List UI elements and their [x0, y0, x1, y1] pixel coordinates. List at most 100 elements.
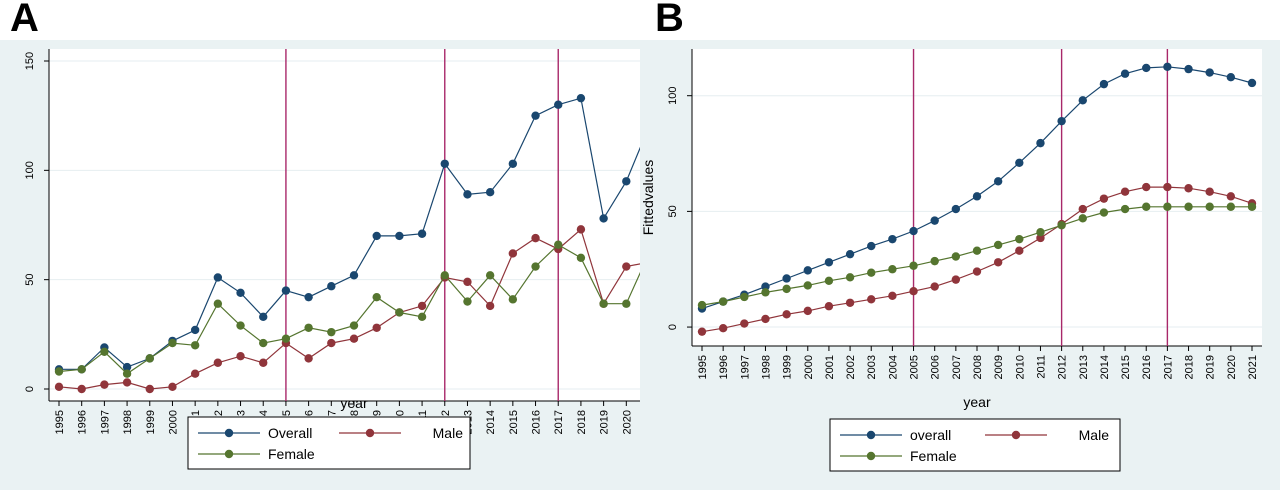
chartb-series-female-point: [1142, 202, 1151, 211]
charta-xaxis-title: year: [340, 395, 368, 411]
charta-series-male-point: [327, 338, 336, 348]
chartb-series-male-point: [972, 267, 982, 276]
charta-series-male-point: [259, 358, 268, 367]
chartb-series-overall-point: [993, 177, 1003, 186]
chartb-xtick-label: 2021: [1247, 355, 1259, 379]
chartb-series-female-point: [1099, 208, 1109, 217]
charta-series-female-point: [622, 299, 631, 308]
chartb-series-overall-point: [1184, 64, 1193, 74]
charta-ytick-label: 150: [24, 52, 36, 70]
chartb-ytick-label: 50: [667, 205, 679, 217]
chartb-series-male-point: [718, 324, 728, 333]
chartb-series-female-point: [1163, 202, 1172, 211]
charta-series-male-point: [77, 384, 86, 394]
charta-series-overall-point: [349, 271, 359, 280]
chartb-xtick-label: 2019: [1205, 355, 1217, 379]
chartb-series-female-point: [972, 246, 982, 255]
chartb-xtick-label: 2000: [803, 355, 815, 379]
chartb-series-male-point: [951, 275, 961, 284]
chartb-ytick-label: 0: [667, 324, 679, 330]
charta-legend-label: Male: [433, 425, 464, 441]
chartb-series-overall-point: [761, 282, 770, 291]
chartb-xtick-label: 1996: [718, 355, 730, 379]
chartb-series-female-point: [803, 281, 812, 290]
charta-series-overall-point: [236, 288, 245, 297]
chartb-series-female-point: [1205, 202, 1214, 211]
chartb-series-male-point: [740, 319, 749, 328]
chartb-series-male-point: [1163, 182, 1172, 192]
charta-series-male-point: [508, 249, 518, 258]
chartb-series-male-point: [1205, 187, 1214, 196]
chartb-legend-swatch-marker: [866, 430, 876, 440]
chartb-legend-label: overall: [910, 427, 951, 443]
chartb-legend: [829, 418, 1121, 472]
charta-series-male-point: [213, 358, 223, 367]
charta-series-male-point: [622, 262, 631, 271]
charta-xtick-label: 1998: [122, 410, 134, 434]
panel-label-b: B: [655, 0, 684, 40]
chartb-series-female-point: [1226, 202, 1236, 211]
chartb-xtick-label: 1997: [739, 355, 751, 379]
chartb-series-female-point: [993, 240, 1003, 250]
chartb-series-male-point: [824, 302, 834, 311]
chartb-xtick-label: 2003: [866, 355, 878, 379]
charta-series-male-point: [122, 378, 132, 387]
charta-series-overall-point: [327, 282, 336, 291]
chartb-series-female-point: [1036, 228, 1045, 237]
charta-series-overall-point: [281, 286, 291, 295]
charta-xtick-label: 1999: [145, 410, 157, 434]
chartb-series-female-point: [888, 265, 897, 274]
chartb-xtick-label: 2017: [1162, 355, 1174, 379]
charta-legend-label: Female: [268, 446, 315, 462]
charta-series-female-point: [508, 295, 518, 304]
charta-xtick-label: 2014: [485, 410, 497, 434]
chartb-xtick-label: 1998: [760, 355, 772, 379]
charta-series-female-point: [327, 327, 336, 337]
charta-series-female-point: [440, 271, 449, 280]
charta-series-overall-point: [485, 188, 495, 197]
chartb-series-male-point: [845, 298, 855, 307]
charta-series-male-point: [485, 301, 495, 311]
charta-series-female-point: [349, 321, 359, 330]
charta-series-male-point: [372, 323, 381, 332]
charta-legend-label: Overall: [268, 425, 312, 441]
charta-series-female-point: [168, 338, 177, 348]
chartb-series-overall-point: [1015, 158, 1024, 167]
chartb-series-male-point: [782, 310, 791, 319]
chartb-series-overall-point: [1099, 79, 1109, 89]
chartb-series-female-point: [845, 273, 855, 282]
charta-series-female-point: [100, 347, 109, 357]
charta-series-overall-point: [259, 312, 268, 322]
chartb-series-male-point: [1120, 187, 1130, 196]
charta-series-female-point: [485, 271, 495, 280]
charta-xtick-label: 1996: [77, 410, 89, 434]
chartb-xtick-label: 2016: [1141, 355, 1153, 379]
charta-series-overall-point: [417, 229, 427, 238]
charta-series-male-point: [145, 384, 154, 394]
charta-series-female-point: [259, 338, 268, 348]
charta-series-male-point: [349, 334, 359, 343]
panel-label-a: A: [10, 0, 39, 40]
chartb-series-overall-point: [1226, 72, 1236, 82]
charta-series-female-point: [236, 321, 245, 330]
chartb-series-male-point: [761, 314, 770, 324]
chartb-xaxis-title: year: [963, 394, 991, 410]
chartb-series-overall-point: [1142, 63, 1151, 73]
charta-series-overall-point: [372, 231, 381, 241]
chartb-legend-swatch-marker: [1011, 430, 1021, 440]
charta-series-overall-point: [463, 190, 472, 199]
chartb-series-female-point: [930, 256, 939, 266]
charta-series-female-point: [145, 354, 154, 363]
chartb-series-overall-point: [972, 192, 982, 201]
chartb-series-female-point: [1184, 202, 1193, 211]
charta-series-overall-point: [122, 362, 132, 372]
chartb-series-female-point: [951, 252, 961, 261]
charta-xtick-label: 2020: [621, 410, 633, 434]
charta-series-male-point: [54, 382, 64, 392]
chartb-xtick-label: 2006: [930, 355, 942, 379]
chartb-legend-label: Male: [1079, 427, 1110, 443]
charta-series-female-point: [395, 308, 404, 317]
chartb-series-overall-point: [867, 241, 876, 251]
chartb-series-male-point: [1184, 184, 1193, 193]
chartb-series-overall-point: [1120, 69, 1130, 78]
